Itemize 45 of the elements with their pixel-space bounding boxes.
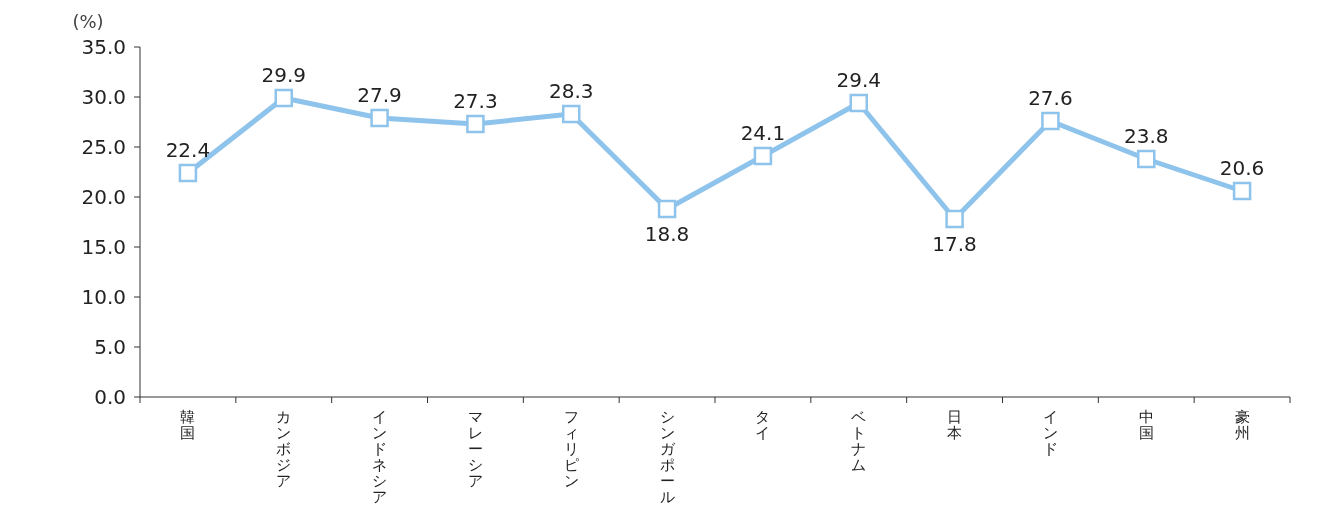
- point: [1232, 181, 1252, 201]
- point: [370, 108, 389, 128]
- x-tick-label: ベトナム: [851, 408, 867, 474]
- point: [753, 146, 773, 166]
- point: [849, 93, 868, 113]
- x-tick-label: 日本: [947, 408, 963, 442]
- y-tick-label: 25.0: [81, 135, 126, 159]
- x-tick-label: 豪州: [1234, 408, 1250, 442]
- x-tick-label: 中国: [1138, 408, 1154, 442]
- data-label: 27.3: [453, 89, 498, 113]
- data-label: 28.3: [548, 79, 594, 103]
- point: [274, 88, 293, 108]
- data-label: 20.6: [1219, 156, 1265, 180]
- point: [1041, 111, 1060, 131]
- data-label: 29.9: [261, 63, 307, 87]
- x-tick-label: マレーシア: [467, 408, 483, 490]
- point: [562, 104, 581, 124]
- y-tick-label: 30.0: [81, 85, 126, 109]
- data-label: 18.8: [644, 222, 690, 246]
- y-tick-label: 0.0: [94, 385, 126, 409]
- x-tick-label: タイ: [755, 408, 771, 442]
- point: [1137, 149, 1156, 169]
- x-tick-label: カンボジア: [276, 408, 292, 490]
- y-tick-label: 5.0: [94, 335, 126, 359]
- y-tick-label: 15.0: [81, 235, 126, 259]
- point: [657, 199, 677, 219]
- point: [466, 114, 485, 134]
- data-label: 17.8: [932, 232, 977, 256]
- data-label: 29.4: [836, 68, 882, 92]
- y-axis-title: (%): [72, 11, 104, 32]
- x-tick-label: フィリピン: [563, 408, 579, 490]
- y-tick-label: 20.0: [81, 185, 126, 209]
- x-tick-label: インド: [1042, 408, 1058, 458]
- x-tick-label: シンガポール: [659, 408, 676, 506]
- point: [178, 163, 198, 183]
- data-label: 23.8: [1123, 124, 1169, 148]
- data-label: 27.6: [1028, 86, 1073, 110]
- data-label: 24.1: [740, 121, 786, 145]
- x-tick-label: インドネシア: [372, 408, 388, 506]
- data-label: 22.4: [165, 138, 211, 162]
- x-tick-label: 韓国: [180, 408, 196, 442]
- data-label: 27.9: [357, 83, 402, 107]
- point: [945, 209, 964, 229]
- y-tick-label: 10.0: [81, 285, 126, 309]
- y-tick-label: 35.0: [81, 35, 126, 59]
